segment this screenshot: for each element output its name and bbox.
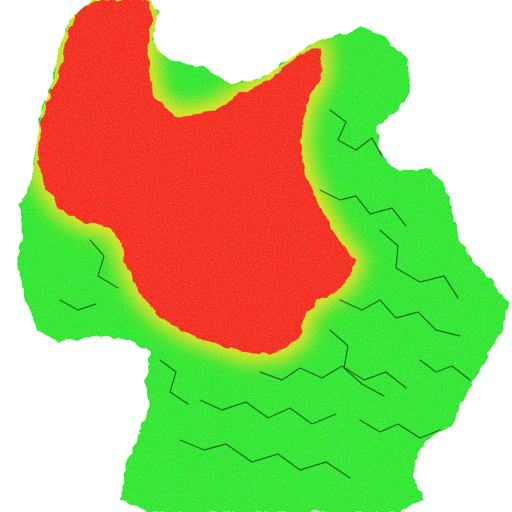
border-line	[89, 239, 119, 289]
border-line	[319, 189, 407, 227]
border-line	[329, 329, 385, 397]
border-line	[339, 299, 461, 337]
border-lines	[59, 109, 471, 479]
border-line	[329, 109, 383, 157]
border-line	[159, 359, 189, 405]
border-line	[359, 419, 441, 439]
border-line	[59, 299, 97, 311]
border-line	[259, 365, 407, 389]
border-line	[379, 229, 459, 299]
border-line	[419, 359, 471, 381]
border-line	[179, 439, 351, 479]
border-line	[199, 399, 337, 425]
